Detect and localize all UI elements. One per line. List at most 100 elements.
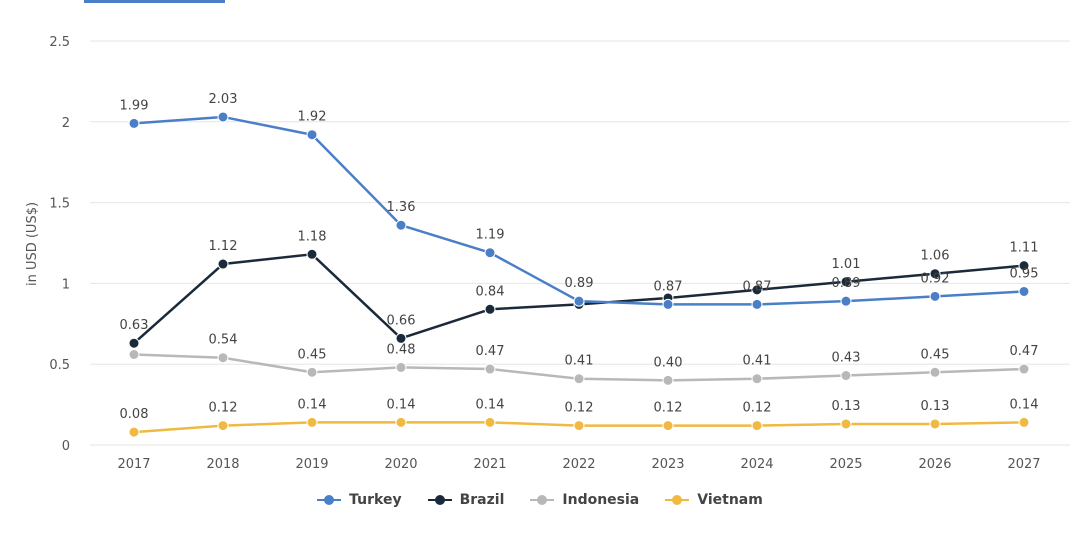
x-tick-label: 2027 [1007, 457, 1040, 472]
data-point-brazil[interactable] [840, 276, 852, 288]
x-tick-label: 2020 [384, 457, 417, 472]
legend-marker-icon [665, 495, 690, 505]
y-tick-label: 1 [62, 277, 70, 292]
data-point-indonesia[interactable] [306, 366, 318, 378]
data-point-indonesia[interactable] [662, 374, 674, 386]
x-tick-label: 2024 [740, 457, 773, 472]
legend-item-brazil[interactable]: Brazil [427, 492, 504, 508]
data-point-vietnam[interactable] [573, 420, 585, 432]
active-tab-indicator [84, 0, 225, 3]
data-point-vietnam[interactable] [662, 420, 674, 432]
data-point-turkey[interactable] [1018, 285, 1030, 297]
line-chart: 0 0.5 1 1.5 2 2.5 2017 2018 2019 2020 2021 2022 202… [25, 35, 1070, 472]
data-point-vietnam[interactable] [217, 420, 229, 432]
data-label-indonesia: 0.43 [832, 351, 861, 366]
data-label-vietnam: 0.13 [832, 399, 861, 414]
data-point-indonesia[interactable] [1018, 363, 1030, 375]
data-labels: 1.99 2.03 1.92 1.36 1.19 0.89 0.87 0.87 0.89 0.92… [120, 92, 1039, 422]
data-label-indonesia: 0.48 [387, 342, 416, 357]
data-label-brazil: 1.18 [298, 229, 327, 244]
legend-item-indonesia[interactable]: Indonesia [530, 492, 639, 508]
y-tick-label: 1.5 [49, 197, 70, 212]
data-label-vietnam: 0.12 [743, 401, 772, 416]
data-label-indonesia: 0.47 [476, 344, 505, 359]
y-axis-label: in USD (US$) [25, 202, 40, 286]
data-point-vietnam[interactable] [929, 418, 941, 430]
data-point-vietnam[interactable] [395, 416, 407, 428]
data-label-indonesia: 0.54 [209, 333, 238, 348]
data-label-indonesia: 0.40 [654, 355, 683, 370]
y-tick-label: 0 [62, 439, 70, 454]
data-label-turkey: 1.19 [476, 228, 505, 243]
data-label-turkey: 0.92 [921, 271, 950, 286]
data-point-turkey[interactable] [395, 219, 407, 231]
data-point-indonesia[interactable] [217, 352, 229, 364]
data-point-brazil[interactable] [484, 303, 496, 315]
x-tick-label: 2025 [829, 457, 862, 472]
data-label-vietnam: 0.12 [654, 401, 683, 416]
data-point-turkey[interactable] [751, 298, 763, 310]
data-point-brazil[interactable] [128, 337, 140, 349]
legend-item-vietnam[interactable]: Vietnam [665, 492, 763, 508]
x-axis-ticks: 2017 2018 2019 2020 2021 2022 2023 2024 2025 2026… [117, 457, 1040, 472]
data-label-vietnam: 0.14 [476, 397, 505, 412]
data-label-vietnam: 0.13 [921, 399, 950, 414]
y-tick-label: 2.5 [49, 35, 70, 50]
data-label-indonesia: 0.45 [921, 347, 950, 362]
data-point-indonesia[interactable] [573, 373, 585, 385]
data-label-vietnam: 0.14 [387, 397, 416, 412]
data-point-vietnam[interactable] [1018, 416, 1030, 428]
data-point-turkey[interactable] [217, 111, 229, 123]
data-point-indonesia[interactable] [484, 363, 496, 375]
data-label-indonesia: 0.41 [743, 354, 772, 369]
chart-legend: Turkey Brazil Indonesia Vietnam [0, 492, 1080, 508]
series-points [128, 111, 1030, 438]
data-point-brazil[interactable] [751, 284, 763, 296]
data-point-brazil[interactable] [1018, 260, 1030, 272]
x-tick-label: 2021 [473, 457, 506, 472]
data-point-indonesia[interactable] [840, 370, 852, 382]
x-tick-label: 2023 [651, 457, 684, 472]
data-label-vietnam: 0.14 [1010, 397, 1039, 412]
data-point-vietnam[interactable] [306, 416, 318, 428]
data-point-vietnam[interactable] [751, 420, 763, 432]
data-label-turkey: 1.99 [120, 98, 149, 113]
data-point-vietnam[interactable] [128, 426, 140, 438]
data-point-turkey[interactable] [573, 295, 585, 307]
data-label-brazil: 0.63 [120, 318, 149, 333]
data-point-indonesia[interactable] [128, 349, 140, 361]
legend-label: Vietnam [697, 492, 763, 508]
x-tick-label: 2026 [918, 457, 951, 472]
data-point-vietnam[interactable] [840, 418, 852, 430]
series-lines [133, 115, 1025, 434]
data-point-brazil[interactable] [395, 332, 407, 344]
data-label-turkey: 1.92 [298, 110, 327, 125]
data-point-turkey[interactable] [840, 295, 852, 307]
data-label-turkey: 0.87 [654, 279, 683, 294]
data-label-vietnam: 0.12 [565, 401, 594, 416]
data-point-turkey[interactable] [306, 129, 318, 141]
y-tick-label: 2 [62, 116, 70, 131]
data-point-indonesia[interactable] [395, 361, 407, 373]
legend-marker-icon [427, 495, 452, 505]
data-label-vietnam: 0.08 [120, 407, 149, 422]
data-point-indonesia[interactable] [929, 366, 941, 378]
legend-item-turkey[interactable]: Turkey [317, 492, 402, 508]
data-label-brazil: 0.66 [387, 313, 416, 328]
data-point-brazil[interactable] [306, 248, 318, 260]
data-label-turkey: 0.89 [832, 276, 861, 291]
data-point-turkey[interactable] [484, 247, 496, 259]
data-point-turkey[interactable] [662, 298, 674, 310]
data-label-vietnam: 0.14 [298, 397, 327, 412]
y-tick-label: 0.5 [49, 358, 70, 373]
data-point-turkey[interactable] [128, 117, 140, 129]
data-label-turkey: 0.95 [1010, 266, 1039, 281]
data-label-brazil: 1.11 [1010, 241, 1039, 256]
data-point-vietnam[interactable] [484, 416, 496, 428]
data-point-indonesia[interactable] [751, 373, 763, 385]
data-label-brazil: 1.01 [832, 257, 861, 272]
data-point-brazil[interactable] [217, 258, 229, 270]
legend-label: Turkey [349, 492, 402, 508]
data-point-turkey[interactable] [929, 290, 941, 302]
data-point-brazil[interactable] [929, 268, 941, 280]
